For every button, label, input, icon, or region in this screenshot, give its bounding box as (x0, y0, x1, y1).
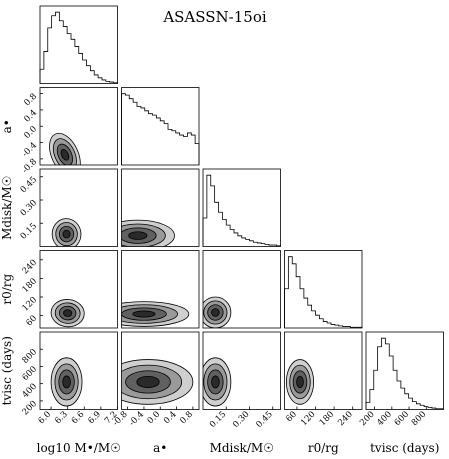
contour-core (298, 379, 302, 385)
x-tick-label-r0: 240 (336, 410, 355, 429)
y-tick-label-r0: 240 (21, 258, 40, 277)
contour-panel-tvisc-vs-Mdisk (203, 332, 281, 410)
contour-panel-tvisc-vs-r0 (284, 332, 362, 410)
x-tick-label-tvisc: 600 (393, 410, 412, 429)
x-tick-label-r0: 180 (318, 410, 337, 429)
panel-frame (39, 331, 118, 410)
contour-panel-tvisc-vs-a (121, 332, 199, 410)
y-tick-label-tvisc: 600 (21, 364, 40, 383)
panel-frame (121, 168, 200, 247)
x-tick-label-logM: 6.6 (70, 410, 87, 427)
x-tick-label-logM: 6.0 (37, 410, 54, 427)
x-tick-label-logM: 6.9 (86, 410, 103, 427)
x-tick-label-r0: 120 (299, 410, 318, 429)
chart-title: ASASSN-15oi (162, 8, 267, 26)
panel-frame (39, 250, 118, 329)
x-tick-label-tvisc: 800 (410, 410, 429, 429)
y-tick-label-Mdisk: 0.15 (19, 221, 39, 241)
panel-frame-logM (39, 5, 118, 84)
contour-core (65, 311, 70, 315)
y-tick-label-r0: 120 (21, 295, 40, 314)
y-axis-label-tvisc: tvisc (days) (0, 336, 14, 405)
contour-core (63, 152, 67, 158)
panel-frame (121, 250, 200, 329)
y-tick-label-Mdisk: 0.45 (19, 175, 39, 195)
x-tick-label-Mdisk: 0.15 (208, 410, 228, 430)
contour-panel-r0-vs-logM (40, 250, 118, 328)
x-tick-label-a: 0.8 (178, 410, 195, 427)
y-tick-label-a: -0.8 (20, 157, 39, 176)
y-tick-label-a: 0.4 (22, 108, 39, 125)
contour-core (213, 379, 218, 385)
y-tick-label-a: 0.8 (22, 92, 39, 109)
x-tick-label-tvisc: 200 (358, 410, 377, 429)
x-axis-label-r0: r0/rg (308, 441, 339, 455)
x-tick-label-tvisc: 400 (375, 410, 394, 429)
contour-core (133, 233, 142, 238)
y-tick-label-a: 0.0 (22, 124, 39, 141)
y-tick-label-r0: 180 (21, 276, 40, 295)
panel-frame-Mdisk (202, 168, 281, 247)
x-tick-label-Mdisk: 0.30 (231, 410, 251, 430)
x-tick-label-a: 0.0 (146, 410, 163, 427)
contour-panel-Mdisk-vs-logM (40, 169, 118, 247)
contour-panel-a-vs-logM (40, 87, 118, 165)
x-tick-label-Mdisk: 0.45 (254, 410, 274, 430)
y-axis-label-a: a• (0, 119, 14, 133)
panel-frame-tvisc (365, 331, 444, 410)
x-tick-label-a: 0.4 (162, 410, 179, 427)
panel-frame (202, 331, 281, 410)
histogram-tvisc (365, 337, 444, 410)
panel-frame (284, 331, 363, 410)
contour-panel-r0-vs-Mdisk (203, 250, 281, 328)
contour-core (64, 232, 69, 236)
x-axis-label-tvisc: tvisc (days) (370, 441, 439, 455)
histogram-logM (39, 11, 118, 84)
y-tick-label-tvisc: 200 (21, 399, 40, 418)
histogram-Mdisk (202, 174, 281, 247)
contour-core (213, 310, 218, 315)
contour-core (143, 379, 153, 385)
x-tick-label-r0: 60 (284, 410, 299, 425)
contour-panel-r0-vs-a (121, 250, 199, 328)
y-axis-label-Mdisk: Mdisk/M☉ (0, 176, 14, 240)
contour-core (64, 379, 69, 385)
x-axis-label-Mdisk: Mdisk/M☉ (210, 441, 274, 455)
y-tick-label-tvisc: 400 (21, 382, 40, 401)
x-tick-label-a: -0.4 (127, 410, 146, 429)
y-tick-label-r0: 60 (24, 314, 39, 329)
contour-panel-tvisc-vs-logM (40, 332, 118, 410)
x-axis-label-logM: log10 M•/M☉ (37, 441, 121, 455)
histogram-a (121, 93, 200, 165)
x-tick-label-logM: 6.3 (53, 410, 70, 427)
contour-panel-Mdisk-vs-a (121, 169, 199, 247)
y-tick-label-tvisc: 800 (21, 347, 40, 366)
panel-frame (202, 250, 281, 329)
contour-core (138, 312, 149, 316)
x-axis-label-a: a• (153, 441, 167, 455)
y-tick-label-a: -0.4 (20, 141, 39, 160)
y-tick-label-Mdisk: 0.30 (19, 198, 39, 218)
panel-frame (39, 168, 118, 247)
y-axis-label-r0: r0/rg (0, 274, 14, 305)
panel-frame-r0 (284, 250, 363, 329)
histogram-r0 (284, 256, 363, 328)
